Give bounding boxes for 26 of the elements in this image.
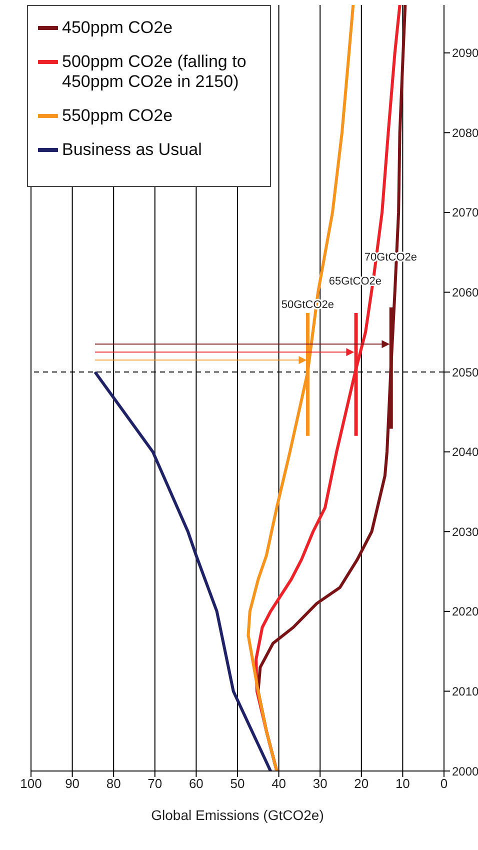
- x-tick-label: 50: [230, 776, 245, 792]
- y-tick-label: 2060: [452, 286, 478, 300]
- y-tick-label: 2010: [452, 684, 478, 698]
- legend-label: 450ppm CO2e: [62, 18, 173, 38]
- y-tick-label: 2070: [452, 206, 478, 220]
- y-tick-label: 2090: [452, 46, 478, 60]
- x-axis-title: Global Emissions (GtCO2e): [151, 807, 324, 823]
- y-tick-label: 2020: [452, 604, 478, 619]
- x-tick-label: 0: [440, 776, 448, 792]
- x-tick-label: 10: [395, 776, 410, 792]
- x-tick-label: 30: [312, 776, 328, 792]
- y-tick-label: 2000: [452, 764, 478, 778]
- y-tick-label: 2050: [452, 365, 478, 380]
- y-tick-label: 2030: [452, 524, 478, 539]
- x-tick-label: 70: [148, 776, 162, 792]
- x-tick-label: 80: [106, 776, 121, 792]
- legend-label: Business as Usual: [62, 140, 202, 160]
- legend-label: 500ppm CO2e (falling to 450ppm CO2e in 2150): [62, 52, 248, 92]
- y-tick-label: 2040: [452, 445, 478, 460]
- x-tick-label: 100: [20, 776, 42, 792]
- x-tick-label: 40: [272, 776, 286, 792]
- x-tick-label: 20: [354, 776, 369, 792]
- x-tick-label: 60: [188, 776, 204, 792]
- x-tick-label: 90: [65, 776, 80, 792]
- legend-label: 550ppm CO2e: [62, 106, 173, 126]
- y-tick-label: 2080: [452, 126, 478, 140]
